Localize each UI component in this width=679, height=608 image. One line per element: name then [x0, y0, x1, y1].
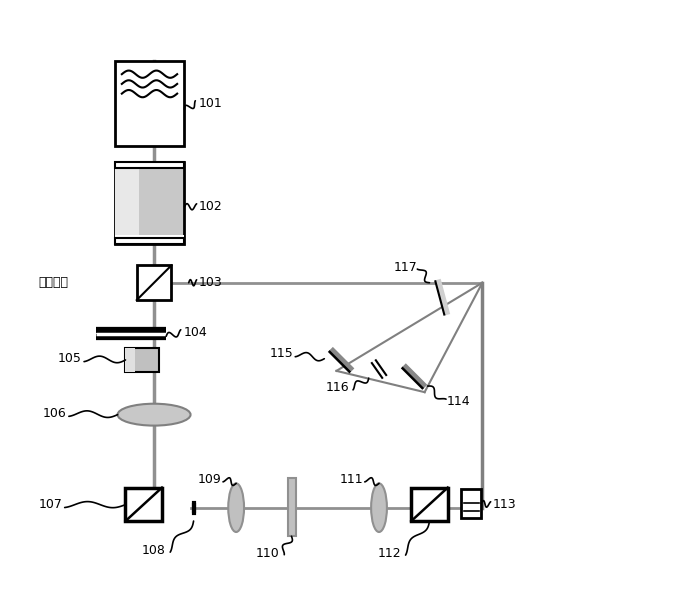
- Text: 102: 102: [199, 200, 223, 213]
- Bar: [411, 488, 447, 521]
- Bar: [115, 61, 185, 146]
- Text: 103: 103: [199, 276, 223, 289]
- Bar: [126, 348, 135, 372]
- Text: 108: 108: [142, 544, 166, 557]
- Text: 114: 114: [447, 395, 470, 408]
- Text: 104: 104: [184, 326, 208, 339]
- Bar: [461, 489, 481, 518]
- Text: 105: 105: [58, 352, 81, 365]
- Bar: [115, 162, 139, 244]
- Text: 107: 107: [39, 498, 62, 511]
- Text: 准直激光: 准直激光: [39, 276, 69, 289]
- Bar: [136, 265, 171, 300]
- Bar: [115, 238, 185, 244]
- Ellipse shape: [228, 483, 244, 532]
- Text: 112: 112: [378, 547, 401, 560]
- Text: 111: 111: [340, 472, 363, 486]
- Bar: [115, 162, 185, 244]
- Text: 101: 101: [199, 97, 223, 110]
- Text: 115: 115: [270, 347, 293, 361]
- Bar: [126, 348, 159, 372]
- Text: 109: 109: [198, 472, 221, 486]
- Text: 106: 106: [43, 407, 67, 420]
- Bar: [288, 478, 296, 536]
- Text: 116: 116: [326, 381, 349, 394]
- Bar: [115, 235, 185, 244]
- Ellipse shape: [371, 483, 387, 532]
- Text: 110: 110: [255, 547, 279, 560]
- Bar: [126, 488, 162, 521]
- Bar: [115, 162, 185, 168]
- Ellipse shape: [117, 404, 191, 426]
- Text: 113: 113: [493, 498, 516, 511]
- Text: 117: 117: [394, 261, 418, 274]
